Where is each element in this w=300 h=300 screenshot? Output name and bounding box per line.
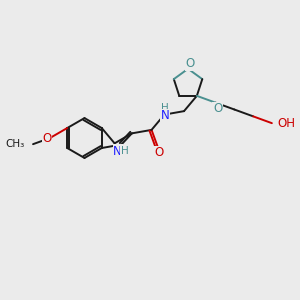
Text: CH₃: CH₃: [6, 139, 25, 149]
Text: O: O: [155, 146, 164, 159]
Text: H: H: [121, 146, 128, 156]
Text: H: H: [161, 103, 169, 112]
Text: N: N: [113, 145, 122, 158]
Text: O: O: [185, 57, 195, 70]
Text: N: N: [161, 109, 170, 122]
Text: OH: OH: [278, 117, 296, 130]
Text: O: O: [42, 131, 52, 145]
Text: O: O: [213, 102, 222, 115]
